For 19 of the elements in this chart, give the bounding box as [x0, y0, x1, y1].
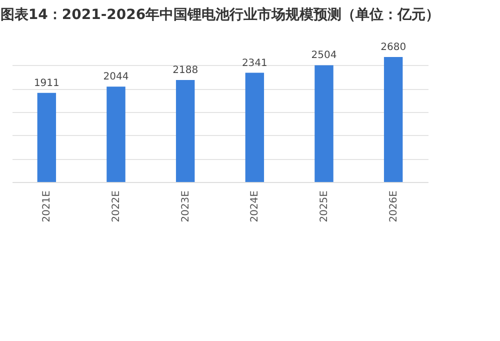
bar — [245, 72, 264, 182]
data-label: 2680 — [380, 42, 406, 53]
bar — [176, 80, 195, 182]
data-label: 1911 — [34, 78, 60, 89]
x-tick-label: 2024E — [250, 190, 261, 222]
x-tick-label: 2025E — [319, 190, 330, 222]
data-label: 2044 — [103, 72, 129, 83]
data-label: 2188 — [172, 64, 198, 76]
chart-title: 图表14：2021-2026年中国锂电池行业市场规模预测（单位：亿元） — [0, 6, 440, 23]
data-label: 2504 — [311, 50, 337, 62]
x-tick-label: 2022E — [111, 190, 122, 222]
x-tick-label: 2023E — [180, 190, 192, 222]
bar — [314, 65, 334, 182]
bar — [37, 92, 56, 182]
data-label: 2341 — [242, 58, 268, 69]
bar — [384, 57, 403, 182]
x-tick-label: 2021E — [42, 190, 53, 222]
bar — [106, 86, 126, 182]
x-tick-label: 2026E — [388, 190, 400, 222]
